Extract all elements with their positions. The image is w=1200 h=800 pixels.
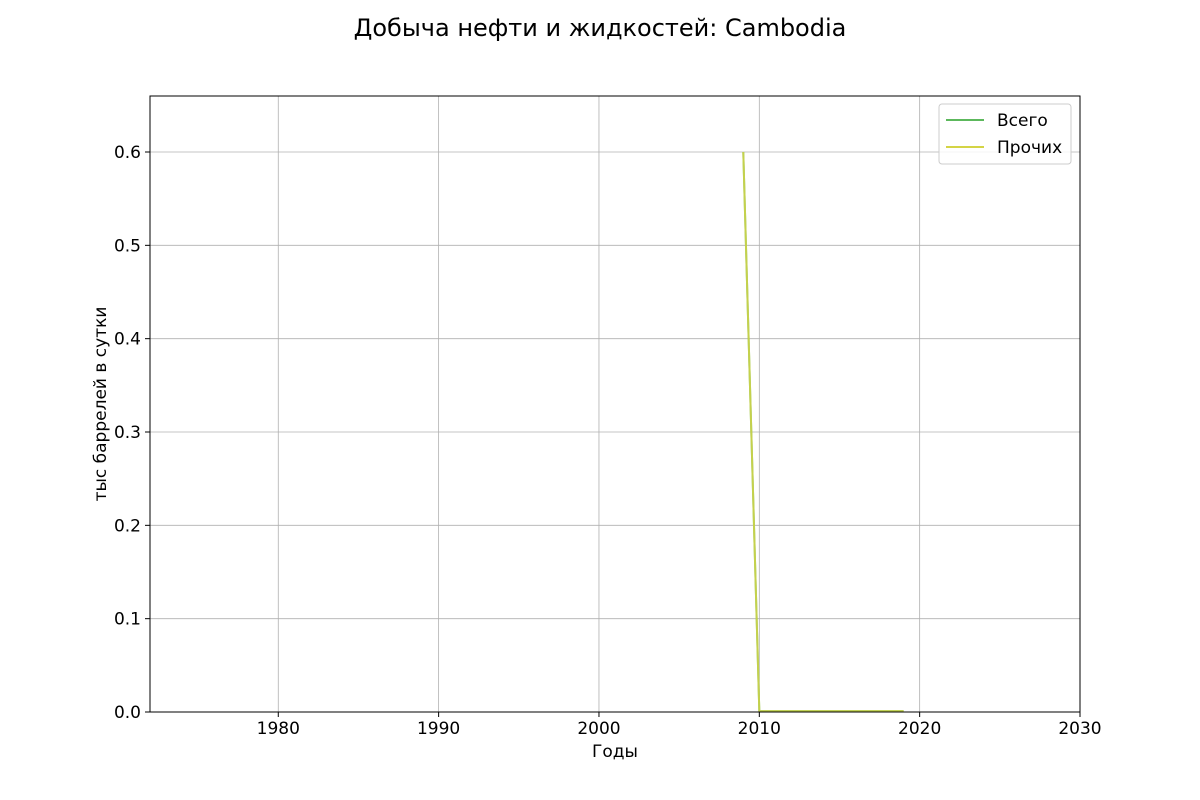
y-tick-label: 0.1: [114, 610, 141, 630]
chart-title: Добыча нефти и жидкостей: Cambodia: [354, 14, 847, 42]
y-tick-label: 0.5: [114, 236, 141, 256]
y-axis-ticks: 0.0 0.1 0.2 0.3 0.4 0.5 0.6: [114, 143, 150, 723]
y-tick-label: 0.4: [114, 330, 141, 350]
y-tick-label: 0.2: [114, 516, 141, 536]
series-line-1: [742, 151, 904, 713]
y-axis-label: тыс баррелей в сутки: [91, 307, 111, 502]
series-lines: [742, 151, 904, 713]
legend: Всего Прочих: [938, 103, 1072, 165]
legend-label-0: Всего: [997, 111, 1048, 131]
x-axis-ticks: 1980 1990 2000 2010 2020 2030: [257, 712, 1102, 739]
x-tick-label: 1990: [417, 719, 460, 739]
grid: [150, 96, 1081, 713]
y-tick-label: 0.6: [114, 143, 141, 163]
x-tick-label: 2020: [898, 719, 941, 739]
x-tick-label: 2030: [1058, 719, 1101, 739]
y-tick-label: 0.3: [114, 423, 141, 443]
y-tick-label: 0.0: [114, 703, 141, 723]
x-tick-label: 2000: [577, 719, 620, 739]
plot-frame: [149, 95, 1081, 713]
x-tick-label: 2010: [738, 719, 781, 739]
x-axis-label: Годы: [592, 742, 638, 762]
series-line-0: [742, 151, 904, 713]
legend-label-1: Прочих: [997, 138, 1062, 158]
x-tick-label: 1980: [257, 719, 300, 739]
